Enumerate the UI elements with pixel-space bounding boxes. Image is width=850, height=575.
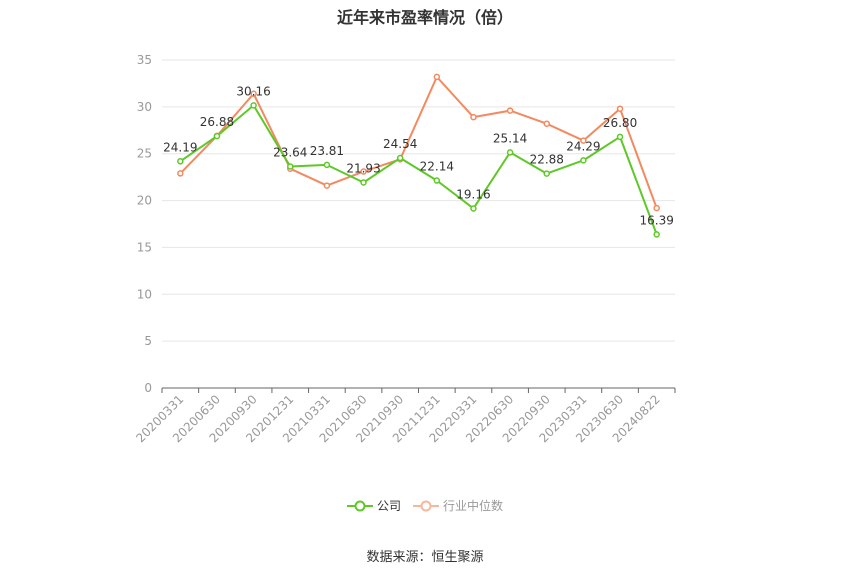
- series-line-company: [179, 104, 658, 235]
- series: [177, 73, 660, 238]
- y-tick-label: 20: [137, 194, 152, 208]
- industry-point: [506, 107, 514, 114]
- grid-lines: [162, 59, 675, 342]
- legend-industry-label: 行业中位数: [443, 499, 504, 513]
- y-tick-label: 35: [137, 53, 152, 67]
- company-data-label: 30.16: [236, 84, 270, 98]
- industry-point: [653, 204, 660, 212]
- company-data-label: 23.64: [273, 145, 307, 159]
- industry-point: [580, 137, 587, 144]
- company-data-label: 22.14: [420, 160, 454, 174]
- company-point: [616, 133, 624, 141]
- company-data-label: 24.29: [566, 139, 600, 153]
- industry-point: [543, 120, 550, 127]
- legend-company-label: 公司: [376, 499, 401, 513]
- industry-point: [470, 113, 477, 121]
- company-data-label: 24.19: [163, 140, 197, 154]
- y-tick-label: 15: [137, 240, 152, 254]
- axes: 0510152025303520200331202006302020093020…: [133, 53, 676, 445]
- legend-item-company[interactable]: 公司: [346, 497, 401, 514]
- company-point: [433, 177, 441, 184]
- company-point: [360, 179, 367, 186]
- chart-title: 近年来市盈率情况（倍）: [336, 8, 513, 27]
- source-note: 数据来源：恒生聚源: [366, 550, 484, 565]
- company-data-label: 26.80: [603, 116, 637, 130]
- company-data-label: 23.81: [310, 144, 344, 158]
- company-point: [470, 205, 477, 212]
- company-point: [177, 158, 184, 165]
- company-data-label: 19.16: [456, 187, 490, 201]
- company-point: [506, 149, 514, 156]
- industry-point: [250, 90, 257, 97]
- company-point: [287, 163, 294, 170]
- company-data-label: 21.93: [346, 161, 380, 175]
- company-data-label: 22.88: [530, 153, 564, 167]
- legend: 公司 行业中位数: [0, 497, 850, 514]
- series-line-industry: [179, 75, 658, 209]
- company-point: [250, 102, 257, 109]
- company-data-label: 26.88: [200, 115, 234, 129]
- industry-point: [323, 182, 331, 189]
- company-point: [323, 161, 331, 169]
- y-tick-label: 5: [144, 334, 152, 348]
- pe-line-chart: 0510152025303520200331202006302020093020…: [133, 53, 676, 445]
- company-point: [653, 231, 660, 238]
- y-tick-label: 25: [137, 147, 152, 161]
- company-data-label: 16.39: [639, 213, 673, 227]
- y-tick-label: 0: [144, 381, 152, 395]
- y-tick-label: 10: [137, 287, 152, 301]
- company-point: [543, 170, 550, 177]
- company-point: [213, 132, 221, 140]
- legend-industry-marker-icon: [413, 500, 439, 511]
- industry-point: [360, 168, 367, 175]
- company-point: [396, 154, 404, 162]
- company-point: [580, 157, 587, 164]
- legend-company-marker-icon: [346, 500, 373, 511]
- company-data-label: 24.54: [383, 137, 417, 151]
- industry-point: [433, 73, 441, 81]
- y-tick-label: 30: [137, 100, 152, 114]
- industry-point: [177, 170, 184, 177]
- company-data-label: 25.14: [493, 131, 527, 145]
- legend-item-industry[interactable]: 行业中位数: [413, 497, 503, 514]
- industry-point: [616, 105, 624, 112]
